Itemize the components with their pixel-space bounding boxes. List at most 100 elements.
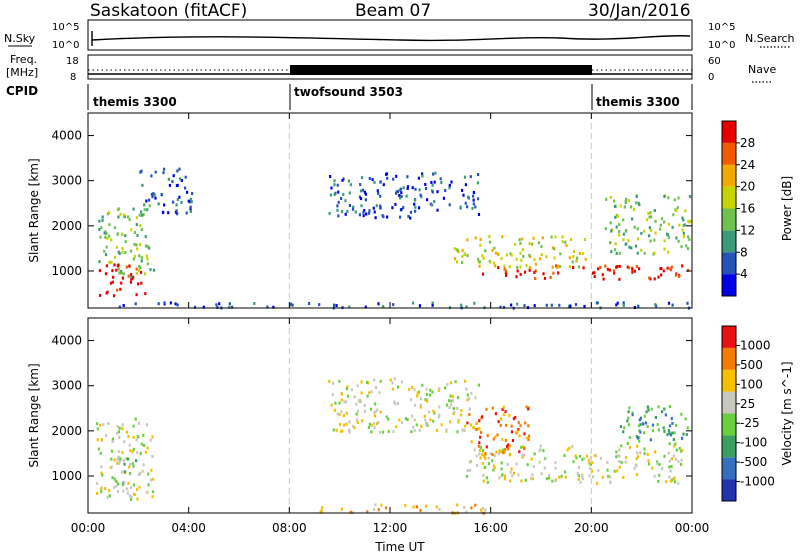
data-cell (489, 240, 492, 244)
data-cell (554, 466, 557, 470)
data-cell (123, 470, 126, 474)
data-cell (604, 227, 607, 231)
data-cell (609, 241, 612, 245)
data-cell (625, 197, 628, 201)
data-cell (426, 198, 429, 202)
data-cell (121, 427, 124, 431)
data-cell (551, 246, 555, 250)
data-cell (340, 392, 343, 396)
data-cell (100, 226, 103, 230)
data-cell (454, 257, 457, 261)
data-cell (502, 413, 505, 417)
data-cell (589, 463, 592, 466)
x-tick-label: 12:00 (373, 521, 408, 535)
data-cell (109, 281, 113, 285)
data-cell (533, 271, 536, 274)
data-cell (162, 171, 165, 175)
data-cell (140, 256, 143, 260)
data-cell (430, 180, 433, 184)
data-cell (538, 460, 541, 464)
data-cell (174, 302, 177, 306)
data-cell (549, 275, 552, 279)
data-cell (504, 448, 507, 452)
data-cell (113, 294, 116, 298)
data-cell (666, 433, 669, 437)
data-cell (186, 190, 189, 194)
data-cell (138, 421, 141, 425)
data-cell (140, 281, 143, 285)
data-cell (672, 477, 675, 481)
data-cell (649, 277, 652, 281)
data-cell (472, 194, 475, 198)
data-cell (438, 507, 441, 511)
data-cell (146, 208, 149, 212)
data-cell (336, 412, 339, 416)
data-cell (364, 409, 367, 413)
colorbar-segment (722, 164, 736, 187)
data-cell (669, 268, 673, 272)
data-cell (167, 177, 170, 181)
data-cell (450, 403, 453, 407)
data-cell (503, 477, 506, 481)
data-cell (515, 257, 518, 261)
data-cell (129, 498, 133, 501)
data-cell (517, 473, 520, 477)
data-cell (176, 303, 179, 307)
data-cell (125, 457, 128, 461)
data-cell (596, 481, 599, 485)
data-cell (95, 422, 99, 426)
data-cell (96, 491, 99, 495)
data-cell (481, 415, 484, 419)
data-cell (163, 301, 166, 305)
data-cell (349, 183, 352, 187)
data-cell (539, 448, 542, 452)
data-cell (189, 210, 192, 213)
data-cell (341, 429, 344, 433)
data-cell (618, 454, 621, 458)
data-cell (469, 468, 472, 472)
data-cell (435, 505, 438, 509)
data-cell (386, 215, 389, 219)
data-cell (622, 232, 625, 236)
data-cell (123, 480, 126, 484)
data-cell (412, 505, 415, 509)
data-cell (132, 207, 135, 211)
data-cell (132, 464, 135, 468)
data-cell (461, 188, 464, 192)
data-cell (661, 410, 664, 414)
data-cell (464, 379, 467, 383)
data-cell (469, 175, 472, 179)
data-cell (590, 456, 593, 460)
data-cell (117, 455, 120, 459)
data-cell (419, 405, 422, 409)
data-cell (425, 399, 429, 403)
data-cell (651, 429, 654, 433)
data-cell (518, 450, 521, 454)
data-cell (543, 466, 546, 470)
data-cell (461, 248, 464, 252)
data-cell (618, 230, 621, 233)
data-cell (504, 439, 508, 442)
data-cell (548, 473, 551, 477)
data-cell (558, 303, 561, 307)
data-cell (113, 485, 116, 489)
data-cell (110, 457, 113, 461)
data-cell (685, 244, 688, 248)
data-cell (686, 426, 689, 430)
data-cell (108, 234, 111, 238)
data-cell (142, 213, 145, 217)
data-cell (499, 423, 502, 427)
data-cell (291, 303, 294, 307)
data-cell (448, 186, 451, 190)
data-cell (101, 215, 104, 219)
data-cell (440, 423, 443, 427)
data-cell (215, 303, 218, 307)
data-cell (103, 231, 106, 235)
data-cell (618, 251, 621, 255)
data-cell (330, 403, 333, 407)
data-cell (492, 464, 496, 468)
data-cell (593, 454, 596, 458)
data-cell (335, 304, 338, 308)
data-cell (374, 216, 377, 220)
data-cell (657, 479, 660, 483)
